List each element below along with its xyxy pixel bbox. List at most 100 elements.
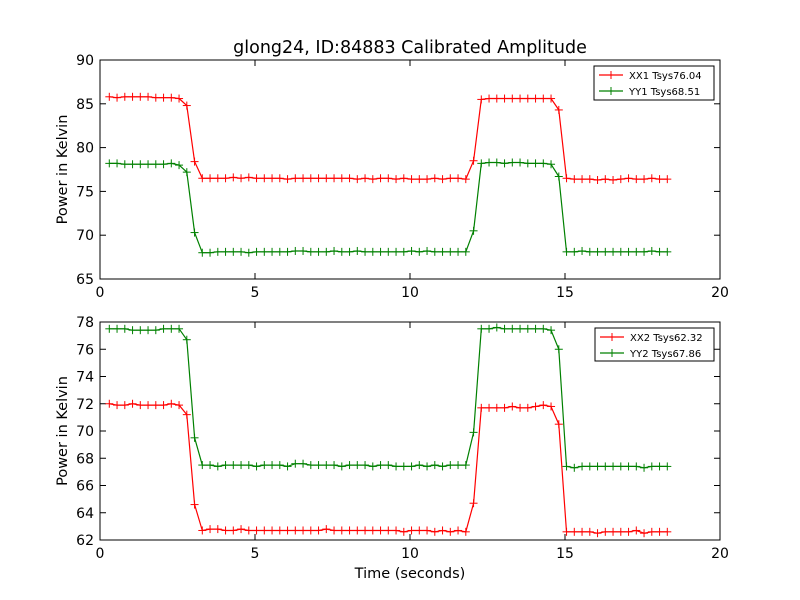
y-tick-label: 68 (76, 451, 94, 467)
data-point (601, 175, 610, 184)
y-tick-label: 80 (76, 141, 94, 157)
data-point (562, 527, 571, 536)
data-point (353, 175, 362, 184)
data-point (368, 462, 377, 471)
data-point (384, 526, 393, 535)
data-point (616, 527, 625, 536)
data-point (252, 462, 261, 471)
data-point (384, 247, 393, 256)
data-point (554, 420, 563, 429)
axes-frame (99, 59, 721, 280)
data-point (229, 247, 238, 256)
data-point (190, 157, 199, 166)
data-point (539, 94, 548, 103)
data-point (299, 246, 308, 255)
data-point (221, 247, 230, 256)
data-point (206, 525, 215, 534)
data-point (283, 175, 292, 184)
data-point (206, 174, 215, 183)
data-point (368, 175, 377, 184)
data-point (492, 403, 501, 412)
data-point (299, 526, 308, 535)
data-point (105, 92, 114, 101)
data-point (361, 174, 370, 183)
data-point (609, 247, 618, 256)
x-tick-label: 0 (96, 285, 105, 301)
data-point (454, 174, 463, 183)
data-point (609, 462, 618, 471)
data-point (547, 402, 556, 411)
y-tick-label: 78 (76, 315, 94, 331)
data-point (454, 461, 463, 470)
data-point (144, 160, 153, 169)
data-point (167, 93, 176, 102)
data-point (291, 526, 300, 535)
data-point (198, 461, 207, 470)
data-point (268, 461, 277, 470)
data-point (430, 247, 439, 256)
data-point (260, 174, 269, 183)
data-point (407, 462, 416, 471)
data-point (283, 462, 292, 471)
data-point (237, 525, 246, 534)
data-point (562, 174, 571, 183)
data-point (283, 247, 292, 256)
data-point (260, 461, 269, 470)
data-point (151, 93, 160, 102)
data-point (516, 158, 525, 167)
data-point (213, 247, 222, 256)
data-point (415, 175, 424, 184)
y-tick-label: 66 (76, 479, 94, 495)
data-point (353, 246, 362, 255)
data-point (554, 172, 563, 181)
data-point (260, 526, 269, 535)
y-tick-label: 70 (76, 228, 94, 244)
data-point (151, 401, 160, 410)
data-point (562, 462, 571, 471)
data-point (361, 461, 370, 470)
data-point (399, 174, 408, 183)
data-point (446, 247, 455, 256)
data-point (469, 499, 478, 508)
data-point (260, 247, 269, 256)
data-point (508, 324, 517, 333)
legend: XX2 Tsys62.32 YY2 Tsys67.86 (594, 327, 715, 362)
data-point (500, 324, 509, 333)
legend-label: YY2 Tsys67.86 (629, 349, 701, 360)
data-point (593, 176, 602, 185)
data-point (578, 175, 587, 184)
data-point (562, 247, 571, 256)
data-point (407, 526, 416, 535)
data-point (105, 324, 114, 333)
data-point (128, 399, 137, 408)
y-tick-label: 85 (76, 97, 94, 113)
data-point (399, 462, 408, 471)
data-point (322, 174, 331, 183)
data-point (640, 247, 649, 256)
data-point (392, 175, 401, 184)
data-point (361, 247, 370, 256)
data-point (182, 168, 191, 177)
data-point (128, 326, 137, 335)
data-point (485, 94, 494, 103)
data-point (570, 247, 579, 256)
data-point (175, 324, 184, 333)
figure-title: glong24, ID:84883 Calibrated Amplitude (233, 38, 587, 58)
data-point (616, 175, 625, 184)
data-point (438, 247, 447, 256)
data-point (306, 461, 315, 470)
data-point (601, 462, 610, 471)
data-point (337, 526, 346, 535)
data-point (640, 175, 649, 184)
data-point (640, 529, 649, 538)
data-point (469, 156, 478, 165)
data-point (330, 461, 339, 470)
data-point (120, 92, 129, 101)
data-point (516, 403, 525, 412)
data-point (547, 94, 556, 103)
data-point (485, 158, 494, 167)
data-point (330, 174, 339, 183)
data-point (306, 174, 315, 183)
data-point (376, 461, 385, 470)
data-point (128, 92, 137, 101)
